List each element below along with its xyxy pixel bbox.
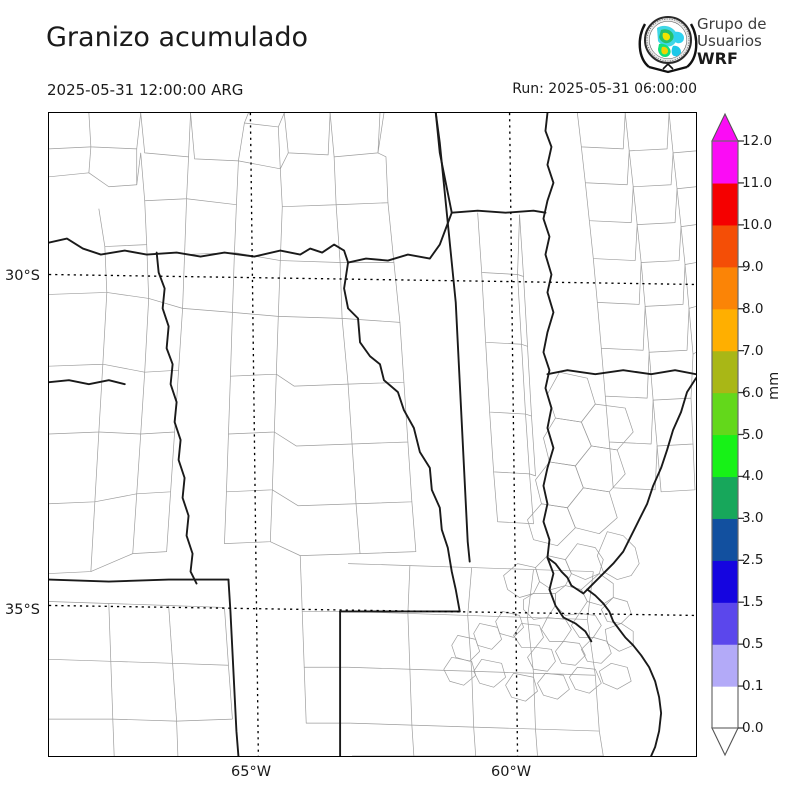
map-vector-layers <box>49 113 696 756</box>
logo-line-3: WRF <box>697 49 738 68</box>
graticule-lon-65 <box>249 113 260 756</box>
colorbar-unit-label: mm <box>766 371 782 400</box>
graticule-lat-30 <box>49 273 696 286</box>
colorbar-band <box>712 182 738 226</box>
lat-tick-30s: 30°S <box>5 268 40 284</box>
colorbar-gradient <box>711 112 744 757</box>
colorbar-band <box>712 392 738 436</box>
map-canvas[interactable] <box>48 112 697 757</box>
colorbar-tick: 5.0 <box>742 426 764 443</box>
colorbar-band <box>712 266 738 310</box>
lat-tick-35s: 35°S <box>5 602 40 618</box>
colorbar-tick: 9.0 <box>742 258 764 275</box>
lon-tick-60w: 60°W <box>491 764 532 780</box>
colorbar-band <box>712 560 738 603</box>
colorbar-tick: 3.0 <box>742 510 764 527</box>
colorbar-band <box>712 644 738 687</box>
colorbar-tick: 10.0 <box>742 216 773 233</box>
colorbar-tick: 6.0 <box>742 384 764 401</box>
run-time-label: Run: 2025-05-31 06:00:00 <box>512 81 697 97</box>
wrf-globe-seal-icon <box>638 16 698 74</box>
logo-line-1: Grupo de <box>697 15 767 33</box>
colorbar-tick-labels: 0.0 0.1 0.5 1.5 2.5 3.0 4.0 5.0 6.0 7.0 8.0 9.0 10.0… <box>742 112 792 757</box>
colorbar-band <box>712 224 738 268</box>
lon-tick-65w: 65°W <box>231 764 272 780</box>
colorbar-band <box>712 141 738 184</box>
province-boundaries <box>49 113 696 756</box>
colorbar-band <box>712 686 738 729</box>
graticule-lines <box>49 113 696 756</box>
colorbar[interactable] <box>706 112 746 757</box>
colorbar-tick: 12.0 <box>742 133 773 149</box>
colorbar-tick: 0.1 <box>742 678 764 695</box>
graticule-lat-35 <box>49 604 696 617</box>
colorbar-band <box>712 308 738 352</box>
colorbar-band <box>712 350 738 394</box>
colorbar-tick: 8.0 <box>742 300 764 317</box>
colorbar-band <box>712 476 738 519</box>
colorbar-tick: 0.5 <box>742 636 764 653</box>
colorbar-tick: 1.5 <box>742 594 764 611</box>
valid-time-label: 2025-05-31 12:00:00 ARG <box>47 81 244 99</box>
colorbar-tick: 7.0 <box>742 342 764 359</box>
graticule-lon-60 <box>508 113 519 756</box>
colorbar-tick: 11.0 <box>742 174 773 191</box>
colorbar-band <box>712 434 738 478</box>
colorbar-band <box>712 602 738 645</box>
colorbar-tick: 4.0 <box>742 468 764 485</box>
logo-line-2: Usuarios <box>697 32 762 50</box>
logo-text: Grupo de Usuarios WRF <box>697 15 767 68</box>
colorbar-tick: 2.5 <box>742 552 764 569</box>
colorbar-band <box>712 518 738 561</box>
department-boundaries <box>49 113 696 756</box>
page-title: Granizo acumulado <box>46 22 309 53</box>
colorbar-tick: 0.0 <box>742 720 764 736</box>
logo: Grupo de Usuarios WRF <box>637 12 797 76</box>
